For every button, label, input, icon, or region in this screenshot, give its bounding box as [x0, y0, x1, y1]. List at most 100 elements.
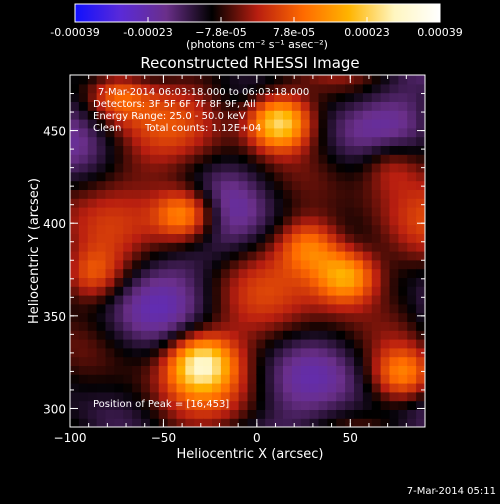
heatmap-cell [362, 207, 373, 217]
heatmap-cell [416, 303, 425, 314]
heatmap-cell [300, 127, 311, 138]
heatmap-cell [149, 233, 160, 243]
heatmap-cell [185, 75, 195, 85]
heatmap-cell [283, 409, 293, 419]
heatmap-cell [229, 268, 240, 278]
heatmap-cell [300, 321, 311, 331]
heatmap-cell [309, 198, 320, 208]
heatmap-cell [309, 136, 320, 146]
heatmap-cell [371, 330, 382, 340]
colorbar-tick-label: -0.00023 [123, 26, 172, 39]
heatmap-cell [105, 92, 115, 102]
heatmap-cell [220, 339, 231, 349]
heatmap-cell [345, 189, 355, 199]
heatmap-cell [212, 383, 222, 393]
heatmap-cell [354, 347, 364, 358]
heatmap-cell [416, 321, 425, 331]
heatmap-cell [70, 259, 80, 270]
heatmap-cell [283, 330, 293, 340]
heatmap-cell [247, 259, 257, 270]
heatmap-cell [256, 101, 266, 111]
heatmap-cell [371, 242, 382, 252]
heatmap-cell [371, 259, 382, 270]
heatmap-cell [167, 110, 178, 120]
heatmap-cell [309, 365, 320, 375]
heatmap-cell [362, 339, 373, 349]
heatmap-cell [229, 277, 240, 287]
heatmap-cell [327, 198, 337, 208]
heatmap-cell [114, 303, 124, 314]
heatmap-cell [291, 251, 302, 261]
heatmap-cell [176, 180, 186, 190]
heatmap-cell [416, 92, 425, 102]
heatmap-cell [220, 356, 231, 366]
heatmap-cell [274, 268, 284, 278]
heatmap-cell [362, 391, 373, 402]
heatmap-cell [407, 303, 417, 314]
heatmap-cell [371, 286, 382, 296]
heatmap-cell [96, 330, 107, 340]
heatmap-cell [212, 242, 222, 252]
heatmap-cell [114, 171, 124, 182]
heatmap-cell [229, 154, 240, 164]
heatmap-cell [345, 83, 355, 94]
heatmap-cell [283, 286, 293, 296]
heatmap-cell [194, 409, 204, 419]
heatmap-cell [176, 374, 186, 384]
heatmap-cell [336, 295, 346, 305]
heatmap-cell [167, 391, 178, 402]
heatmap-cell [416, 356, 425, 366]
heatmap-cell [70, 365, 80, 375]
heatmap-cell [78, 409, 89, 419]
heatmap-cell [309, 233, 320, 243]
heatmap-cell [123, 101, 133, 111]
heatmap-cell [194, 127, 204, 138]
heatmap-cell [141, 303, 151, 314]
heatmap-cell [398, 127, 408, 138]
heatmap-cell [105, 233, 115, 243]
colorbar-ticks: -0.00039 -0.00023 −7.8e-05 7.8e-05 0.00023 0.… [50, 17, 463, 39]
heatmap-cell [247, 347, 257, 358]
y-tick-label: 450 [43, 125, 66, 139]
heatmap-cell [362, 286, 373, 296]
heatmap-cell [185, 180, 195, 190]
heatmap-cell [70, 171, 80, 182]
heatmap-cell [194, 330, 204, 340]
heatmap-cell [407, 391, 417, 402]
heatmap-cell [158, 189, 169, 199]
heatmap-cell [96, 127, 107, 138]
heatmap-cell [300, 92, 311, 102]
heatmap-cell [220, 295, 231, 305]
heatmap-cell [309, 347, 320, 358]
heatmap-cell [176, 330, 186, 340]
heatmap-cell [105, 347, 115, 358]
heatmap-cell [123, 365, 133, 375]
heatmap-cell [256, 145, 266, 155]
heatmap-cell [362, 330, 373, 340]
heatmap-cell [371, 207, 382, 217]
heatmap-cell [220, 207, 231, 217]
heatmap-cell [141, 189, 151, 199]
heatmap-cell [327, 356, 337, 366]
heatmap-cell [87, 400, 98, 410]
heatmap-cell [78, 224, 89, 234]
heatmap-cell [105, 119, 115, 129]
heatmap-cell [380, 418, 391, 427]
heatmap-cell [238, 198, 249, 208]
heatmap-cell [327, 92, 337, 102]
heatmap-cell [247, 303, 257, 314]
heatmap-cell [149, 295, 160, 305]
heatmap-cell [389, 171, 399, 182]
heatmap-cell [336, 286, 346, 296]
heatmap-cell [274, 321, 284, 331]
heatmap-cell [407, 295, 417, 305]
heatmap-cell [176, 242, 186, 252]
heatmap-cell [220, 268, 231, 278]
heatmap-cell [96, 180, 107, 190]
heatmap-cell [389, 207, 399, 217]
heatmap-cell [229, 224, 240, 234]
heatmap-cell [398, 233, 408, 243]
heatmap-cell [78, 207, 89, 217]
heatmap-cell [247, 374, 257, 384]
heatmap-cell [70, 374, 80, 384]
